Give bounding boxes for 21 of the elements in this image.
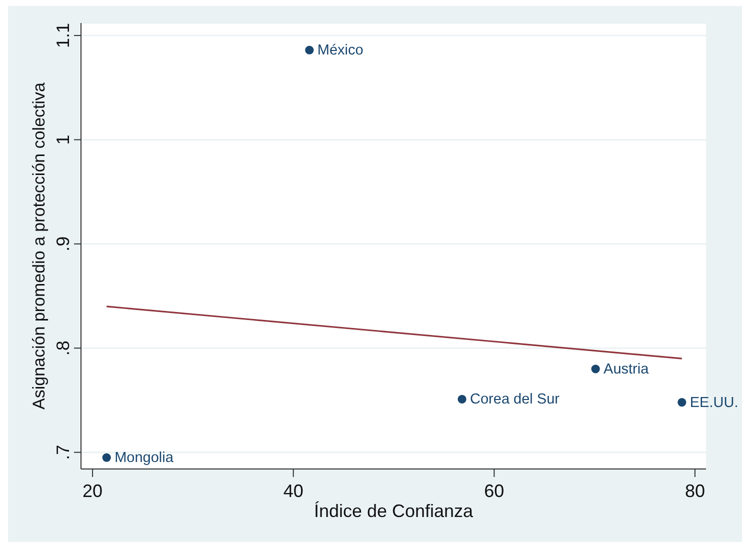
y-tick-label: .7 <box>53 444 73 460</box>
x-tick-label: 20 <box>82 481 103 501</box>
annotation: México <box>317 42 364 59</box>
point <box>678 398 686 407</box>
annotation: Austria <box>604 361 650 378</box>
x-tick-label: 80 <box>684 481 705 501</box>
y-tick-label: 1.1 <box>53 22 73 48</box>
y-tick-label: .8 <box>53 340 73 356</box>
point <box>458 394 466 404</box>
x-tick-label: 60 <box>484 481 504 501</box>
point <box>305 46 314 54</box>
x-tick-label: 40 <box>283 481 304 501</box>
point <box>102 453 111 462</box>
annotation: EE.UU. <box>690 394 738 411</box>
point <box>591 364 600 374</box>
y-tick-label: .9 <box>53 236 73 252</box>
y-axis-title: Asignación promedio a protección colectiva <box>30 82 48 410</box>
annotation: Mongolia <box>114 450 174 466</box>
annotation: Corea del Sur <box>470 392 560 408</box>
x-axis-title: Índice de Confianza <box>314 501 474 521</box>
y-tick-label: 1 <box>53 134 73 145</box>
